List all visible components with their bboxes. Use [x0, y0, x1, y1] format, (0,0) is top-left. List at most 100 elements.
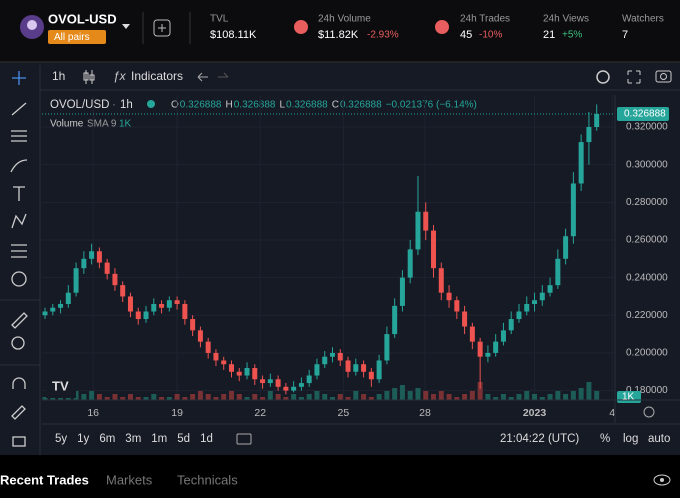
- volume-bar: [508, 397, 514, 400]
- candle-body: [508, 319, 514, 331]
- range-buttons: 5y 1y 6m 3m 1m 5d 1d: [55, 433, 213, 445]
- volume-bar: [205, 394, 211, 400]
- candle-body: [423, 211, 429, 231]
- dropdown-caret[interactable]: [122, 24, 130, 29]
- add-icon[interactable]: [158, 24, 166, 32]
- candle-body: [260, 379, 266, 384]
- stat-label: 24h Volume: [318, 14, 371, 25]
- volume-bar: [89, 391, 95, 400]
- volume-bar: [104, 397, 110, 400]
- log-toggle[interactable]: log: [623, 433, 638, 445]
- volume-bar: [493, 397, 499, 400]
- range-button[interactable]: 5d: [177, 433, 190, 445]
- candle-body: [96, 251, 102, 263]
- volume-bar: [159, 397, 165, 400]
- volume-bar: [415, 388, 421, 400]
- plot: 0.180000 0.200000 0.220000 0.240000 0.260000…: [42, 95, 669, 419]
- candle-body: [570, 183, 576, 237]
- y-tick-label: 0.220000: [626, 310, 668, 321]
- range-button[interactable]: 1y: [77, 433, 89, 445]
- snapshot-lens[interactable]: [660, 73, 667, 80]
- volume-bar: [407, 391, 413, 400]
- text-tool[interactable]: [13, 186, 25, 201]
- pattern-tool[interactable]: [11, 213, 27, 229]
- percent-toggle[interactable]: %: [600, 433, 610, 445]
- ruler-tool[interactable]: [11, 312, 28, 329]
- volume-bar: [197, 391, 203, 400]
- candle-body: [252, 367, 258, 380]
- snapshot-icon[interactable]: [655, 70, 672, 83]
- range-button[interactable]: 1d: [200, 433, 213, 445]
- fullscreen-icon[interactable]: [627, 70, 641, 84]
- stat-label: Watchers: [622, 14, 664, 25]
- clock: 21:04:22 (UTC): [500, 433, 579, 445]
- range-button[interactable]: 1m: [151, 433, 167, 445]
- indicators-button[interactable]: Indicators: [131, 69, 183, 83]
- badge-bg[interactable]: [48, 30, 106, 44]
- ohlc-value: 0.326888: [234, 100, 276, 111]
- lock-draw-tool[interactable]: [11, 405, 26, 420]
- tab[interactable]: Markets: [106, 472, 153, 487]
- ohlc-key: H: [226, 100, 233, 111]
- range-button[interactable]: 5y: [55, 433, 67, 445]
- candle-body: [275, 379, 281, 387]
- candle-body: [361, 364, 367, 372]
- eye-icon[interactable]: [653, 474, 671, 486]
- chart-type-icon[interactable]: [83, 70, 95, 84]
- redo-icon[interactable]: [218, 72, 229, 78]
- range-button[interactable]: 3m: [125, 433, 141, 445]
- prediction-tool[interactable]: [11, 244, 27, 258]
- volume-bar: [306, 394, 312, 400]
- candle-body: [516, 311, 522, 320]
- candle-body: [500, 330, 506, 342]
- candle-body: [485, 352, 491, 357]
- stat-label: 24h Views: [543, 14, 589, 25]
- candle-body: [438, 268, 444, 293]
- stat-label: TVL: [210, 14, 229, 25]
- add-button[interactable]: [153, 19, 171, 37]
- trend-line-tool[interactable]: [11, 102, 27, 116]
- volume-bar: [353, 391, 359, 400]
- volume-bar: [73, 391, 79, 400]
- eye-pupil[interactable]: [660, 478, 664, 482]
- volume-bar: [96, 394, 102, 400]
- badge[interactable]: All pairs: [54, 32, 90, 43]
- brush-tool[interactable]: [10, 159, 28, 173]
- undo-icon[interactable]: [197, 72, 208, 82]
- volume-bar: [42, 397, 48, 400]
- interval-button[interactable]: 1h: [52, 69, 65, 83]
- volume-bar: [392, 388, 398, 400]
- volume-bar: [267, 391, 273, 400]
- volume-bar: [345, 397, 351, 400]
- settings-icon[interactable]: [596, 70, 610, 84]
- y-tick-label: 0.320000: [626, 122, 668, 133]
- candle-body: [446, 292, 452, 301]
- volume-bar: [322, 394, 328, 400]
- x-tick-label: 2023: [523, 407, 547, 419]
- stat-change: -2.93%: [367, 30, 399, 41]
- x-tick-label: 22: [254, 407, 266, 419]
- candle-body: [89, 251, 95, 259]
- auto-toggle[interactable]: auto: [648, 433, 670, 445]
- date-range-icon[interactable]: [236, 433, 252, 445]
- volume-value: 1K: [119, 119, 132, 130]
- volume-bar: [182, 397, 188, 400]
- emoji-tool[interactable]: [11, 271, 27, 287]
- fib-tool[interactable]: [11, 130, 27, 142]
- crosshair-tool[interactable]: [12, 71, 26, 85]
- volume-bar: [524, 391, 530, 400]
- axis-settings-icon[interactable]: [643, 406, 655, 418]
- candle-body: [594, 114, 600, 128]
- candle-body: [120, 285, 126, 297]
- ohlc-value: 0.326888: [286, 100, 328, 111]
- candle-body: [58, 303, 64, 308]
- tab-active[interactable]: Recent Trades: [0, 472, 89, 487]
- zoom-tool[interactable]: [11, 336, 25, 350]
- lock-tool[interactable]: [12, 436, 26, 447]
- magnet-tool[interactable]: [12, 377, 26, 389]
- fx-icon[interactable]: ƒx: [113, 69, 127, 83]
- volume-bar: [462, 394, 468, 400]
- range-button[interactable]: 6m: [99, 433, 115, 445]
- tab[interactable]: Technicals: [177, 472, 238, 487]
